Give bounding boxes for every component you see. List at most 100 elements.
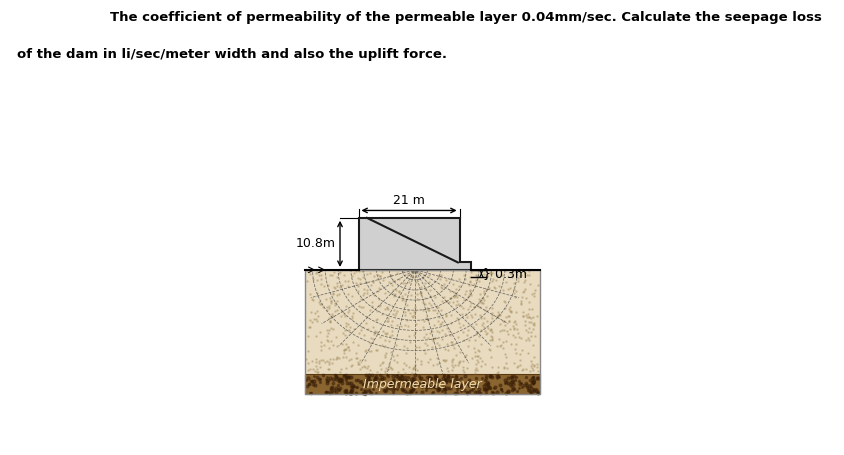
Point (526, 353, 539, 360)
Point (382, 382, 396, 389)
Point (439, 378, 452, 385)
Point (419, 383, 432, 390)
Point (462, 337, 475, 344)
Point (382, 333, 396, 340)
Point (405, 364, 419, 372)
Point (382, 379, 396, 387)
Point (407, 376, 420, 383)
Point (332, 376, 345, 384)
Point (417, 300, 430, 307)
Point (422, 271, 436, 278)
Point (515, 293, 528, 301)
Point (492, 310, 506, 317)
Point (310, 365, 323, 373)
Point (352, 303, 365, 310)
Point (444, 378, 457, 385)
Point (310, 318, 323, 325)
Point (480, 325, 494, 332)
Point (448, 379, 462, 386)
Point (344, 382, 357, 389)
Point (446, 281, 459, 288)
Point (468, 283, 481, 290)
Point (375, 268, 388, 276)
Point (459, 313, 473, 320)
Point (444, 294, 457, 301)
Point (443, 331, 457, 339)
Point (441, 346, 454, 354)
Point (375, 341, 388, 349)
Point (323, 318, 337, 325)
Point (385, 317, 398, 324)
Point (307, 315, 321, 322)
Point (388, 372, 402, 379)
Point (308, 381, 322, 388)
Point (408, 361, 421, 369)
Point (525, 379, 538, 386)
Point (464, 292, 478, 299)
Point (333, 369, 347, 376)
Point (517, 317, 531, 324)
Point (353, 356, 366, 364)
Point (462, 291, 475, 298)
Point (383, 380, 397, 388)
Point (301, 366, 315, 374)
Point (484, 354, 497, 361)
Point (338, 345, 352, 353)
Point (411, 344, 425, 351)
Point (436, 293, 450, 300)
Point (430, 386, 444, 394)
Point (386, 310, 399, 317)
Point (499, 379, 512, 386)
Point (351, 341, 365, 349)
Point (339, 388, 353, 395)
Point (425, 306, 439, 313)
Point (438, 358, 452, 365)
Point (490, 372, 503, 379)
Point (490, 374, 503, 382)
Point (507, 318, 521, 325)
Point (436, 372, 450, 379)
Point (373, 379, 387, 387)
Point (368, 374, 381, 381)
Point (360, 362, 374, 369)
Point (326, 379, 339, 386)
Point (328, 384, 342, 392)
Point (529, 364, 543, 371)
Point (512, 357, 526, 364)
Point (303, 270, 316, 277)
Point (480, 272, 494, 279)
Text: 21 m: 21 m (392, 194, 425, 207)
Point (430, 327, 443, 334)
Point (353, 365, 366, 373)
Point (350, 383, 364, 390)
Point (471, 378, 484, 385)
Point (346, 384, 360, 391)
Point (466, 323, 479, 330)
Point (526, 387, 539, 394)
Point (469, 353, 483, 360)
Point (479, 386, 492, 393)
Point (434, 378, 447, 385)
Point (450, 316, 463, 324)
Point (424, 374, 437, 381)
Point (482, 285, 495, 292)
Point (526, 386, 539, 393)
Point (392, 288, 405, 296)
Point (459, 379, 473, 387)
Point (482, 347, 495, 354)
Point (447, 377, 461, 384)
Point (345, 292, 359, 299)
Point (398, 321, 411, 329)
Point (447, 292, 461, 299)
Point (459, 351, 473, 359)
Point (363, 376, 376, 384)
Point (435, 335, 448, 343)
Point (522, 298, 536, 305)
Point (363, 367, 376, 374)
Point (466, 384, 479, 392)
Point (503, 269, 517, 277)
Point (516, 365, 529, 373)
Point (373, 273, 387, 280)
Point (428, 373, 441, 380)
Point (314, 356, 327, 363)
